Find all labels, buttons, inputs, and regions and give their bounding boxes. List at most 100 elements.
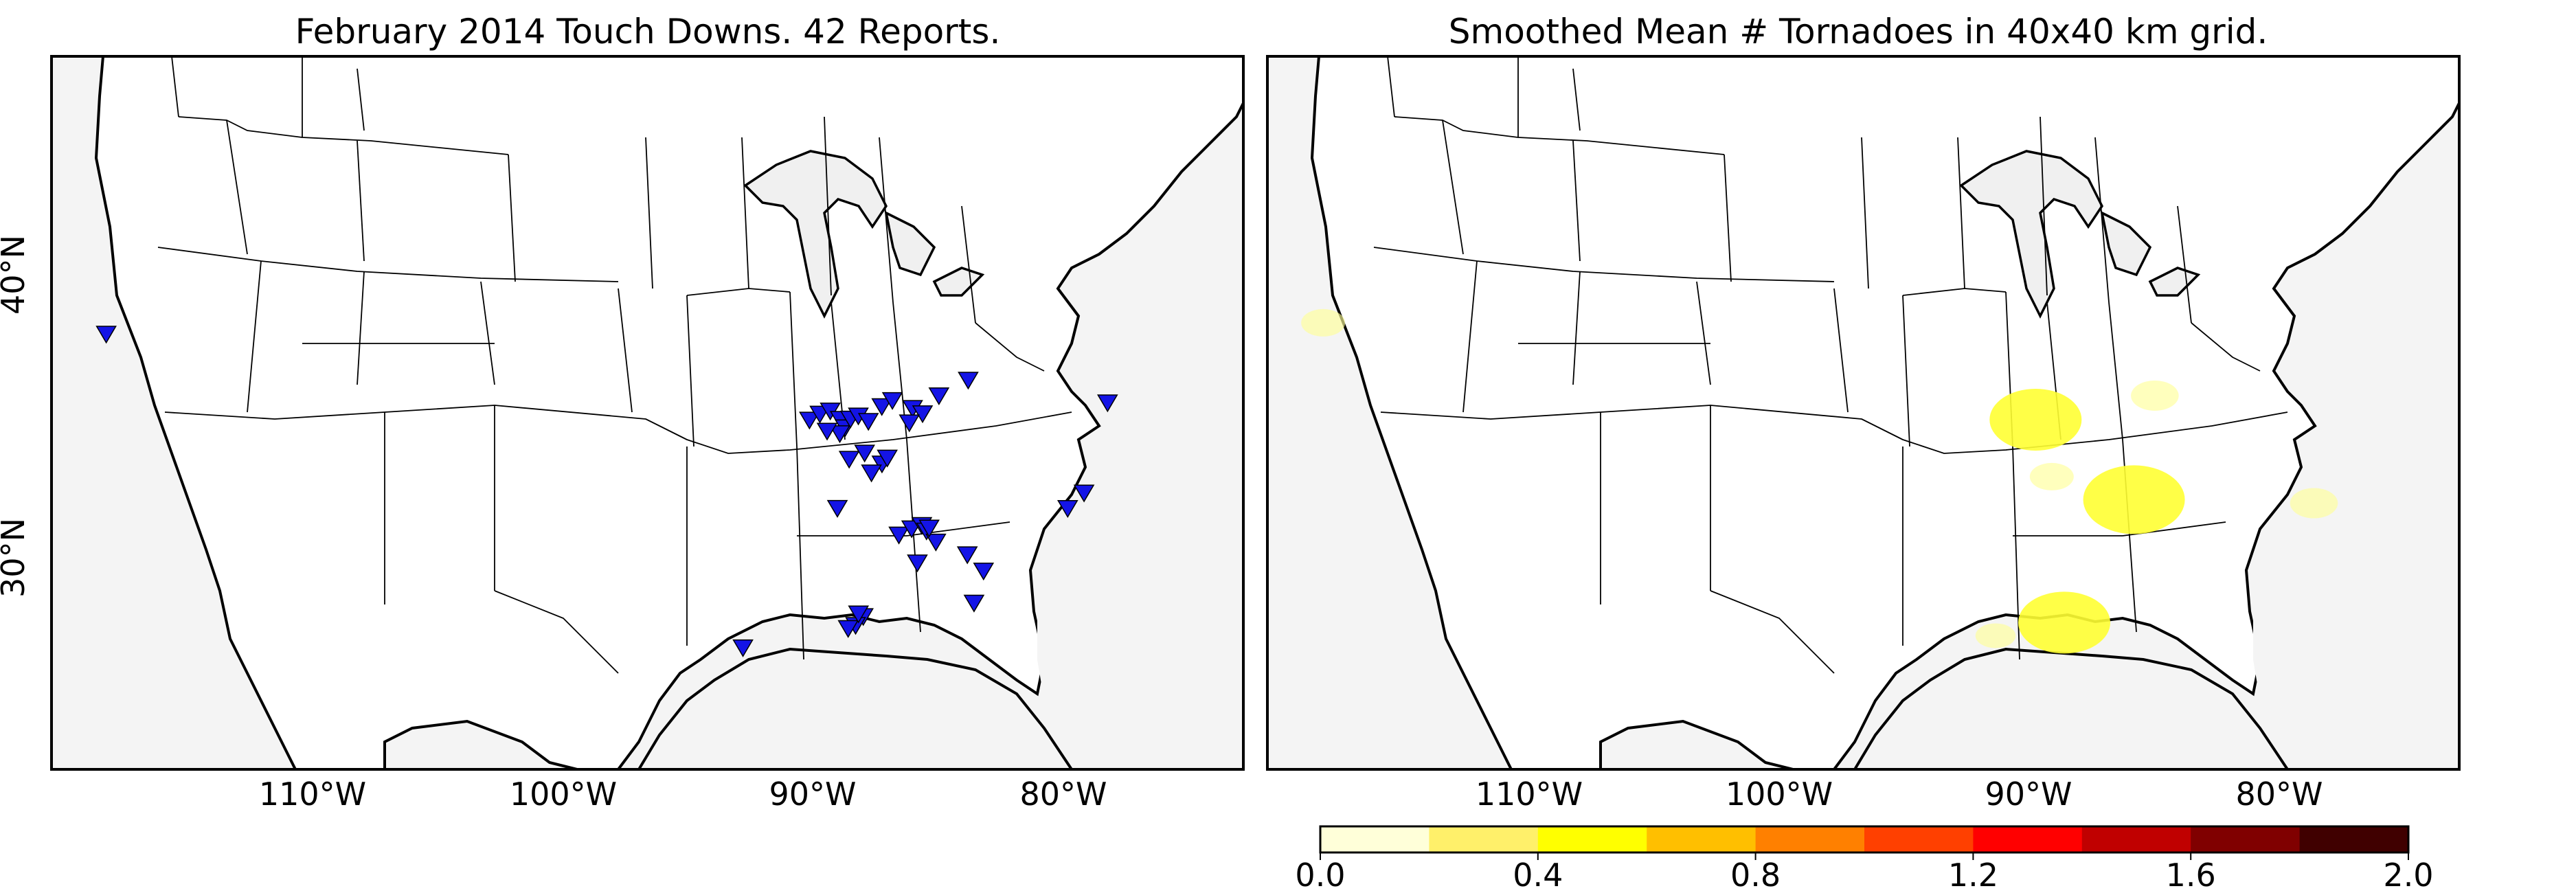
state-boundary <box>226 120 248 255</box>
lon-label-90w-right: 90°W <box>1985 776 2072 813</box>
tornado-report-marker <box>912 405 934 424</box>
tornado-report-marker <box>881 392 903 410</box>
state-boundary <box>2040 116 2048 296</box>
state-boundary <box>1957 137 1965 289</box>
left-map-border <box>50 55 1245 771</box>
lon-label-100w-right: 100°W <box>1726 776 1833 813</box>
tornado-report-marker <box>816 422 838 441</box>
density-blob <box>2029 462 2074 490</box>
state-boundary <box>1572 271 1581 385</box>
tornado-report-marker <box>732 639 754 657</box>
left-map-title: February 2014 Touch Downs. 42 Reports. <box>295 12 1001 52</box>
tornado-report-marker <box>861 464 882 483</box>
state-boundary <box>1442 120 1464 255</box>
lon-label-110w-right: 110°W <box>1476 776 1583 813</box>
tornado-report-marker <box>95 326 117 344</box>
colorbar-cell <box>2191 826 2301 852</box>
colorbar-border <box>1319 825 2410 854</box>
colorbar-tick-label: 1.2 <box>1948 857 1998 893</box>
state-boundary <box>1572 140 1581 262</box>
state-boundary <box>741 137 749 289</box>
tornado-report-marker <box>899 414 920 433</box>
state-boundary <box>879 137 894 303</box>
state-boundary <box>508 154 516 282</box>
state-boundary <box>975 322 1045 372</box>
state-boundary <box>1572 68 1581 131</box>
lat-label-30n: 30°N <box>0 518 32 598</box>
colorbar-cell <box>2081 826 2191 852</box>
state-boundary <box>796 446 804 660</box>
tornado-report-marker <box>857 413 879 431</box>
lon-label-100w: 100°W <box>510 776 617 813</box>
right-map-frame <box>1266 55 2461 771</box>
atlantic-ocean <box>2253 158 2459 769</box>
lon-label-80w-right: 80°W <box>2235 776 2323 813</box>
right-map-panel: Smoothed Mean # Tornadoes in 40x40 km gr… <box>1266 12 2461 813</box>
state-boundary <box>1861 411 2288 454</box>
colorbar-tick-label: 1.6 <box>2166 857 2216 893</box>
lat-label-40n: 40°N <box>0 235 32 315</box>
state-boundary <box>1724 154 1732 282</box>
colorbar-cell <box>1973 826 2083 852</box>
great-lakes <box>743 150 985 319</box>
tornado-report-markers <box>95 326 1118 657</box>
tornado-report-marker <box>907 554 928 573</box>
state-boundary <box>618 288 633 413</box>
tornado-report-marker <box>837 620 859 638</box>
state-boundary <box>1462 260 1478 413</box>
tornado-report-marker <box>888 526 909 545</box>
tornado-report-marker <box>854 444 875 463</box>
tornado-report-marker <box>1097 394 1118 413</box>
state-boundary <box>824 116 832 296</box>
tornado-report-marker <box>1057 500 1078 519</box>
density-blob <box>2131 380 2179 411</box>
right-map-border <box>1266 55 2461 771</box>
tornado-report-marker <box>1073 484 1095 503</box>
colorbar-tick-label: 2.0 <box>2383 857 2433 893</box>
colorbar-tick-label: 0.4 <box>1513 857 1563 893</box>
tornado-report-marker <box>877 449 898 468</box>
tornado-report-marker <box>958 372 979 390</box>
colorbar-tick-label: 0.8 <box>1730 857 1781 893</box>
state-boundary <box>157 247 619 282</box>
lon-label-80w: 80°W <box>1019 776 1107 813</box>
state-boundary <box>1861 137 1869 289</box>
state-boundary <box>1902 295 1910 447</box>
tornado-report-marker <box>871 398 893 416</box>
density-blob <box>1989 388 2082 451</box>
state-boundary <box>480 281 495 385</box>
tornado-report-marker <box>826 499 848 518</box>
colorbar-cell <box>1320 826 1430 852</box>
state-boundary <box>357 140 365 262</box>
tornado-report-marker <box>829 425 850 444</box>
density-blob <box>2290 488 2338 519</box>
gulf-of-mexico <box>636 647 1074 771</box>
state-boundary <box>1833 288 1849 413</box>
lon-label-110w: 110°W <box>259 776 366 813</box>
colorbar-cell <box>1647 826 1756 852</box>
colorbar-cell <box>2299 826 2409 852</box>
state-boundary <box>961 205 976 324</box>
state-boundary <box>2177 205 2192 324</box>
colorbar-cell <box>1755 826 1865 852</box>
smoothed-density-field <box>1301 308 2338 654</box>
density-blob <box>1301 308 1346 337</box>
state-boundary <box>357 271 365 385</box>
tornado-report-marker <box>799 411 820 430</box>
tornado-report-marker <box>973 563 995 581</box>
tornado-report-marker <box>928 387 950 406</box>
colorbar: 0.0 0.4 0.8 1.2 1.6 2.0 <box>1295 825 2434 893</box>
colorbar-cell <box>1864 826 1974 852</box>
state-boundary <box>2094 137 2110 303</box>
tornado-report-marker <box>848 605 870 624</box>
state-boundary <box>645 411 1072 454</box>
gulf-of-mexico <box>1852 647 2290 771</box>
state-boundary <box>357 68 365 131</box>
great-lakes <box>1959 150 2201 319</box>
state-boundary <box>906 439 921 633</box>
state-boundary <box>1696 281 1711 385</box>
density-blob <box>2018 591 2110 654</box>
right-map-title: Smoothed Mean # Tornadoes in 40x40 km gr… <box>1449 12 2268 52</box>
lon-label-90w: 90°W <box>769 776 856 813</box>
state-boundary <box>494 590 619 674</box>
